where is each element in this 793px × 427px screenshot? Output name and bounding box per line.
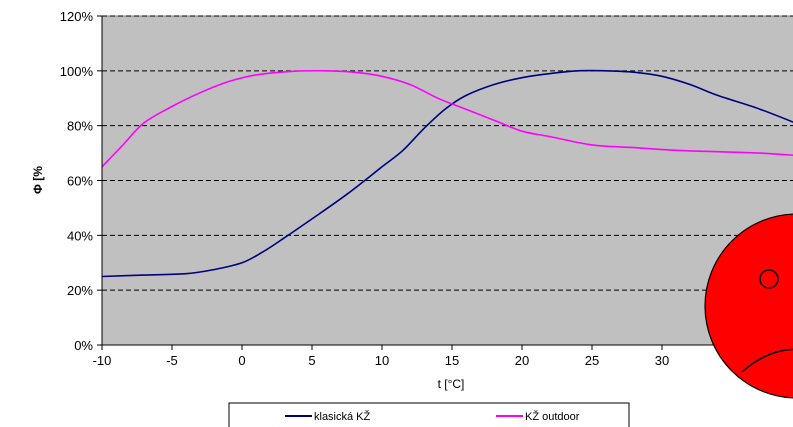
y-tick-label: 0% <box>74 338 93 353</box>
x-tick-label: -5 <box>166 353 178 368</box>
series-line-klasicka <box>101 69 793 278</box>
series-line-outdoor <box>101 69 793 168</box>
y-tick-label: 40% <box>67 228 93 243</box>
x-tick-label: 25 <box>585 353 599 368</box>
x-tick-label: 15 <box>445 353 459 368</box>
x-tick-label: 10 <box>375 353 389 368</box>
y-tick-label: 80% <box>67 119 93 134</box>
sad-face-mouth <box>741 348 793 373</box>
y-tick-labels: 0% 20% 40% 60% 80% 100% 120% <box>60 9 102 353</box>
x-tick-labels: -10 -5 0 5 10 15 20 25 30 <box>93 345 669 368</box>
sad-face-eye <box>759 269 779 289</box>
x-tick-label: 0 <box>238 353 245 368</box>
x-tick-label: -10 <box>93 353 112 368</box>
legend-label-outdoor: KŽ outdoor <box>525 410 580 423</box>
y-tick-label: 20% <box>67 283 93 298</box>
sad-face-icon <box>704 213 793 399</box>
gridlines <box>102 15 793 291</box>
x-tick-label: 5 <box>308 353 315 368</box>
sad-face-circle <box>704 213 793 399</box>
x-axis-title: t [°C] <box>438 377 465 391</box>
y-tick-label: 120% <box>60 9 94 24</box>
y-tick-label: 60% <box>67 174 93 189</box>
x-tick-label: 30 <box>655 353 669 368</box>
x-tick-label: 20 <box>515 353 529 368</box>
y-tick-label: 100% <box>60 64 94 79</box>
legend: klasická KŽ KŽ outdoor <box>228 402 630 427</box>
y-axis-title: Φ [% <box>31 166 45 194</box>
legend-label-klasicka: klasická KŽ <box>314 410 371 423</box>
series-lines <box>101 69 793 278</box>
